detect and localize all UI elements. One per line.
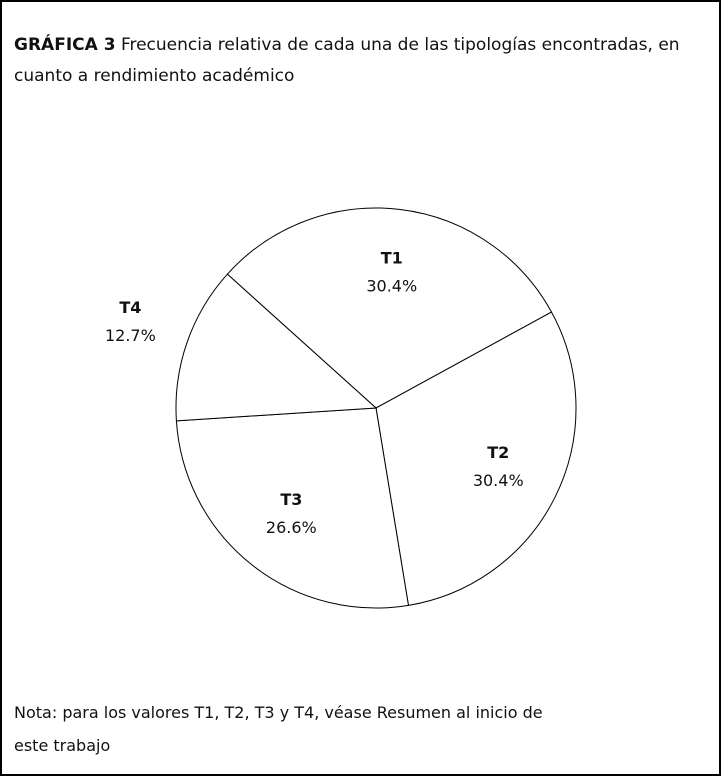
pie-slice xyxy=(226,207,553,409)
title-block: GRÁFICA 3 Frecuencia relativa de cada un… xyxy=(14,30,704,92)
chart-title: Frecuencia relativa de cada una de las t… xyxy=(14,35,680,86)
slice-value-label: 30.4% xyxy=(366,276,417,295)
pie-slice xyxy=(375,311,577,606)
slice-name: T3 xyxy=(280,490,302,509)
figure-label: GRÁFICA 3 xyxy=(14,35,116,55)
slice-value-label: 26.6% xyxy=(266,518,317,537)
slice-value-label: 30.4% xyxy=(473,471,524,490)
pie-slice xyxy=(175,407,410,609)
slice-name: T1 xyxy=(381,248,403,267)
slice-value-label: 12.7% xyxy=(105,326,156,345)
slice-name: T2 xyxy=(487,443,509,462)
slice-name: T4 xyxy=(119,298,141,317)
pie-slice xyxy=(175,273,378,422)
note: Nota: para los valores T1, T2, T3 y T4, … xyxy=(14,703,543,755)
